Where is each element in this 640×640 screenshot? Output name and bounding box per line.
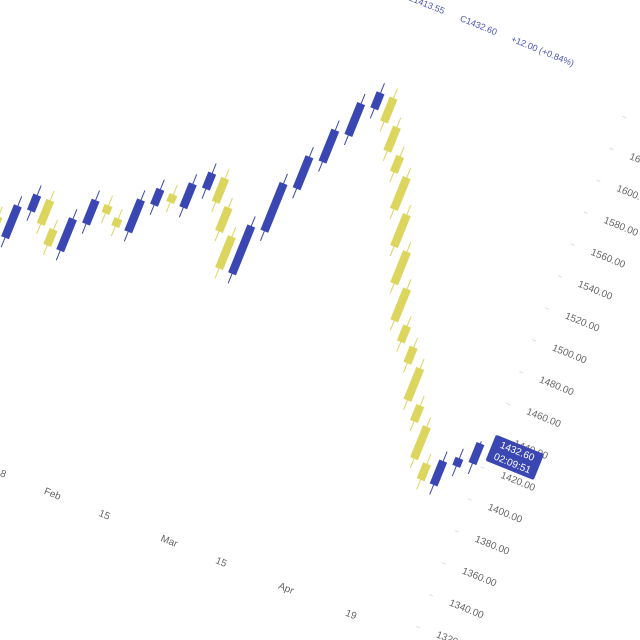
candle-body (390, 287, 411, 323)
y-tick-label: 1600.00 (615, 183, 640, 207)
candle-body (318, 128, 340, 164)
candle-body (390, 175, 411, 212)
tick-mark (532, 339, 537, 342)
tick-mark (557, 275, 562, 278)
tick-mark (429, 593, 434, 597)
tick-mark (480, 466, 485, 469)
candle-body (166, 192, 178, 205)
candle-body (1, 204, 22, 240)
candle-body (215, 205, 233, 234)
candle-body (452, 456, 464, 468)
x-tick-label: 15 (97, 508, 112, 523)
y-tick-label: 1580.00 (602, 215, 640, 239)
tick-mark (454, 530, 459, 533)
y-tick-label: 1560.00 (589, 247, 627, 271)
candle-body (468, 441, 485, 466)
y-tick-label: 1480.00 (538, 375, 576, 399)
y-tick-label: 1540.00 (576, 279, 614, 303)
tick-mark (583, 211, 588, 214)
candle-body (228, 224, 256, 276)
candle-body (0, 214, 3, 235)
candle-body (26, 193, 42, 213)
tick-mark (570, 243, 575, 246)
candle-body (389, 154, 405, 174)
candle-body (396, 324, 412, 344)
candle-body (215, 235, 236, 271)
candle-body (36, 198, 55, 226)
candle-body (292, 155, 314, 191)
candle-body (410, 425, 431, 461)
candle-body (380, 96, 398, 124)
candle-body (150, 187, 165, 207)
candle-body (101, 203, 113, 215)
candle-body (260, 181, 288, 233)
y-tick-label: 1500.00 (550, 343, 588, 367)
x-tick-label: 18 (0, 466, 8, 481)
low: L1413.55 (408, 0, 447, 16)
tick-mark (416, 625, 421, 629)
change: +12.00 (+0.84%) (510, 34, 576, 68)
x-tick-label: 19 (344, 608, 359, 623)
tick-mark (506, 402, 511, 406)
candle-body (416, 462, 431, 482)
price-label-bg (486, 435, 544, 480)
candle-body (403, 366, 425, 402)
candle-body (390, 213, 411, 249)
x-tick-label: Apr (277, 581, 296, 597)
candle-body (43, 227, 58, 248)
tick-mark (441, 562, 447, 565)
tick-mark (544, 307, 550, 310)
candle-body (429, 459, 448, 487)
candle-body (111, 217, 123, 229)
candle-body (410, 403, 425, 424)
candle-body (56, 217, 77, 253)
candle-body (211, 176, 230, 204)
y-tick-label: 1360.00 (460, 566, 498, 590)
y-tick-label: 1520.00 (563, 311, 601, 335)
candle-body (82, 198, 100, 226)
y-tick-label: 1380.00 (473, 534, 511, 558)
y-tick-label: 1400.00 (486, 502, 524, 526)
y-tick-label: 1320.00 (435, 630, 473, 640)
wick (0, 206, 3, 243)
close: C1432.60 (459, 13, 499, 37)
candle-body (344, 101, 366, 137)
tick-mark (519, 370, 524, 374)
x-tick-label: Feb (42, 486, 63, 503)
candle-body (403, 345, 418, 365)
x-tick-label: 15 (214, 555, 229, 570)
candle-body (201, 171, 217, 191)
candle-body (370, 91, 385, 111)
y-tick-label: 1620.00 (628, 151, 640, 175)
tick-mark (596, 179, 601, 183)
y-tick-label: 1460.00 (525, 406, 563, 430)
candle-body (390, 250, 411, 286)
tick-mark (609, 147, 614, 151)
candle-body (124, 198, 145, 234)
tick-mark (622, 115, 627, 119)
y-tick-label: 1340.00 (447, 598, 485, 622)
candle-body (179, 182, 197, 210)
x-tick-label: Mar (159, 533, 180, 550)
tick-mark (467, 498, 472, 501)
candle-body (383, 125, 401, 153)
